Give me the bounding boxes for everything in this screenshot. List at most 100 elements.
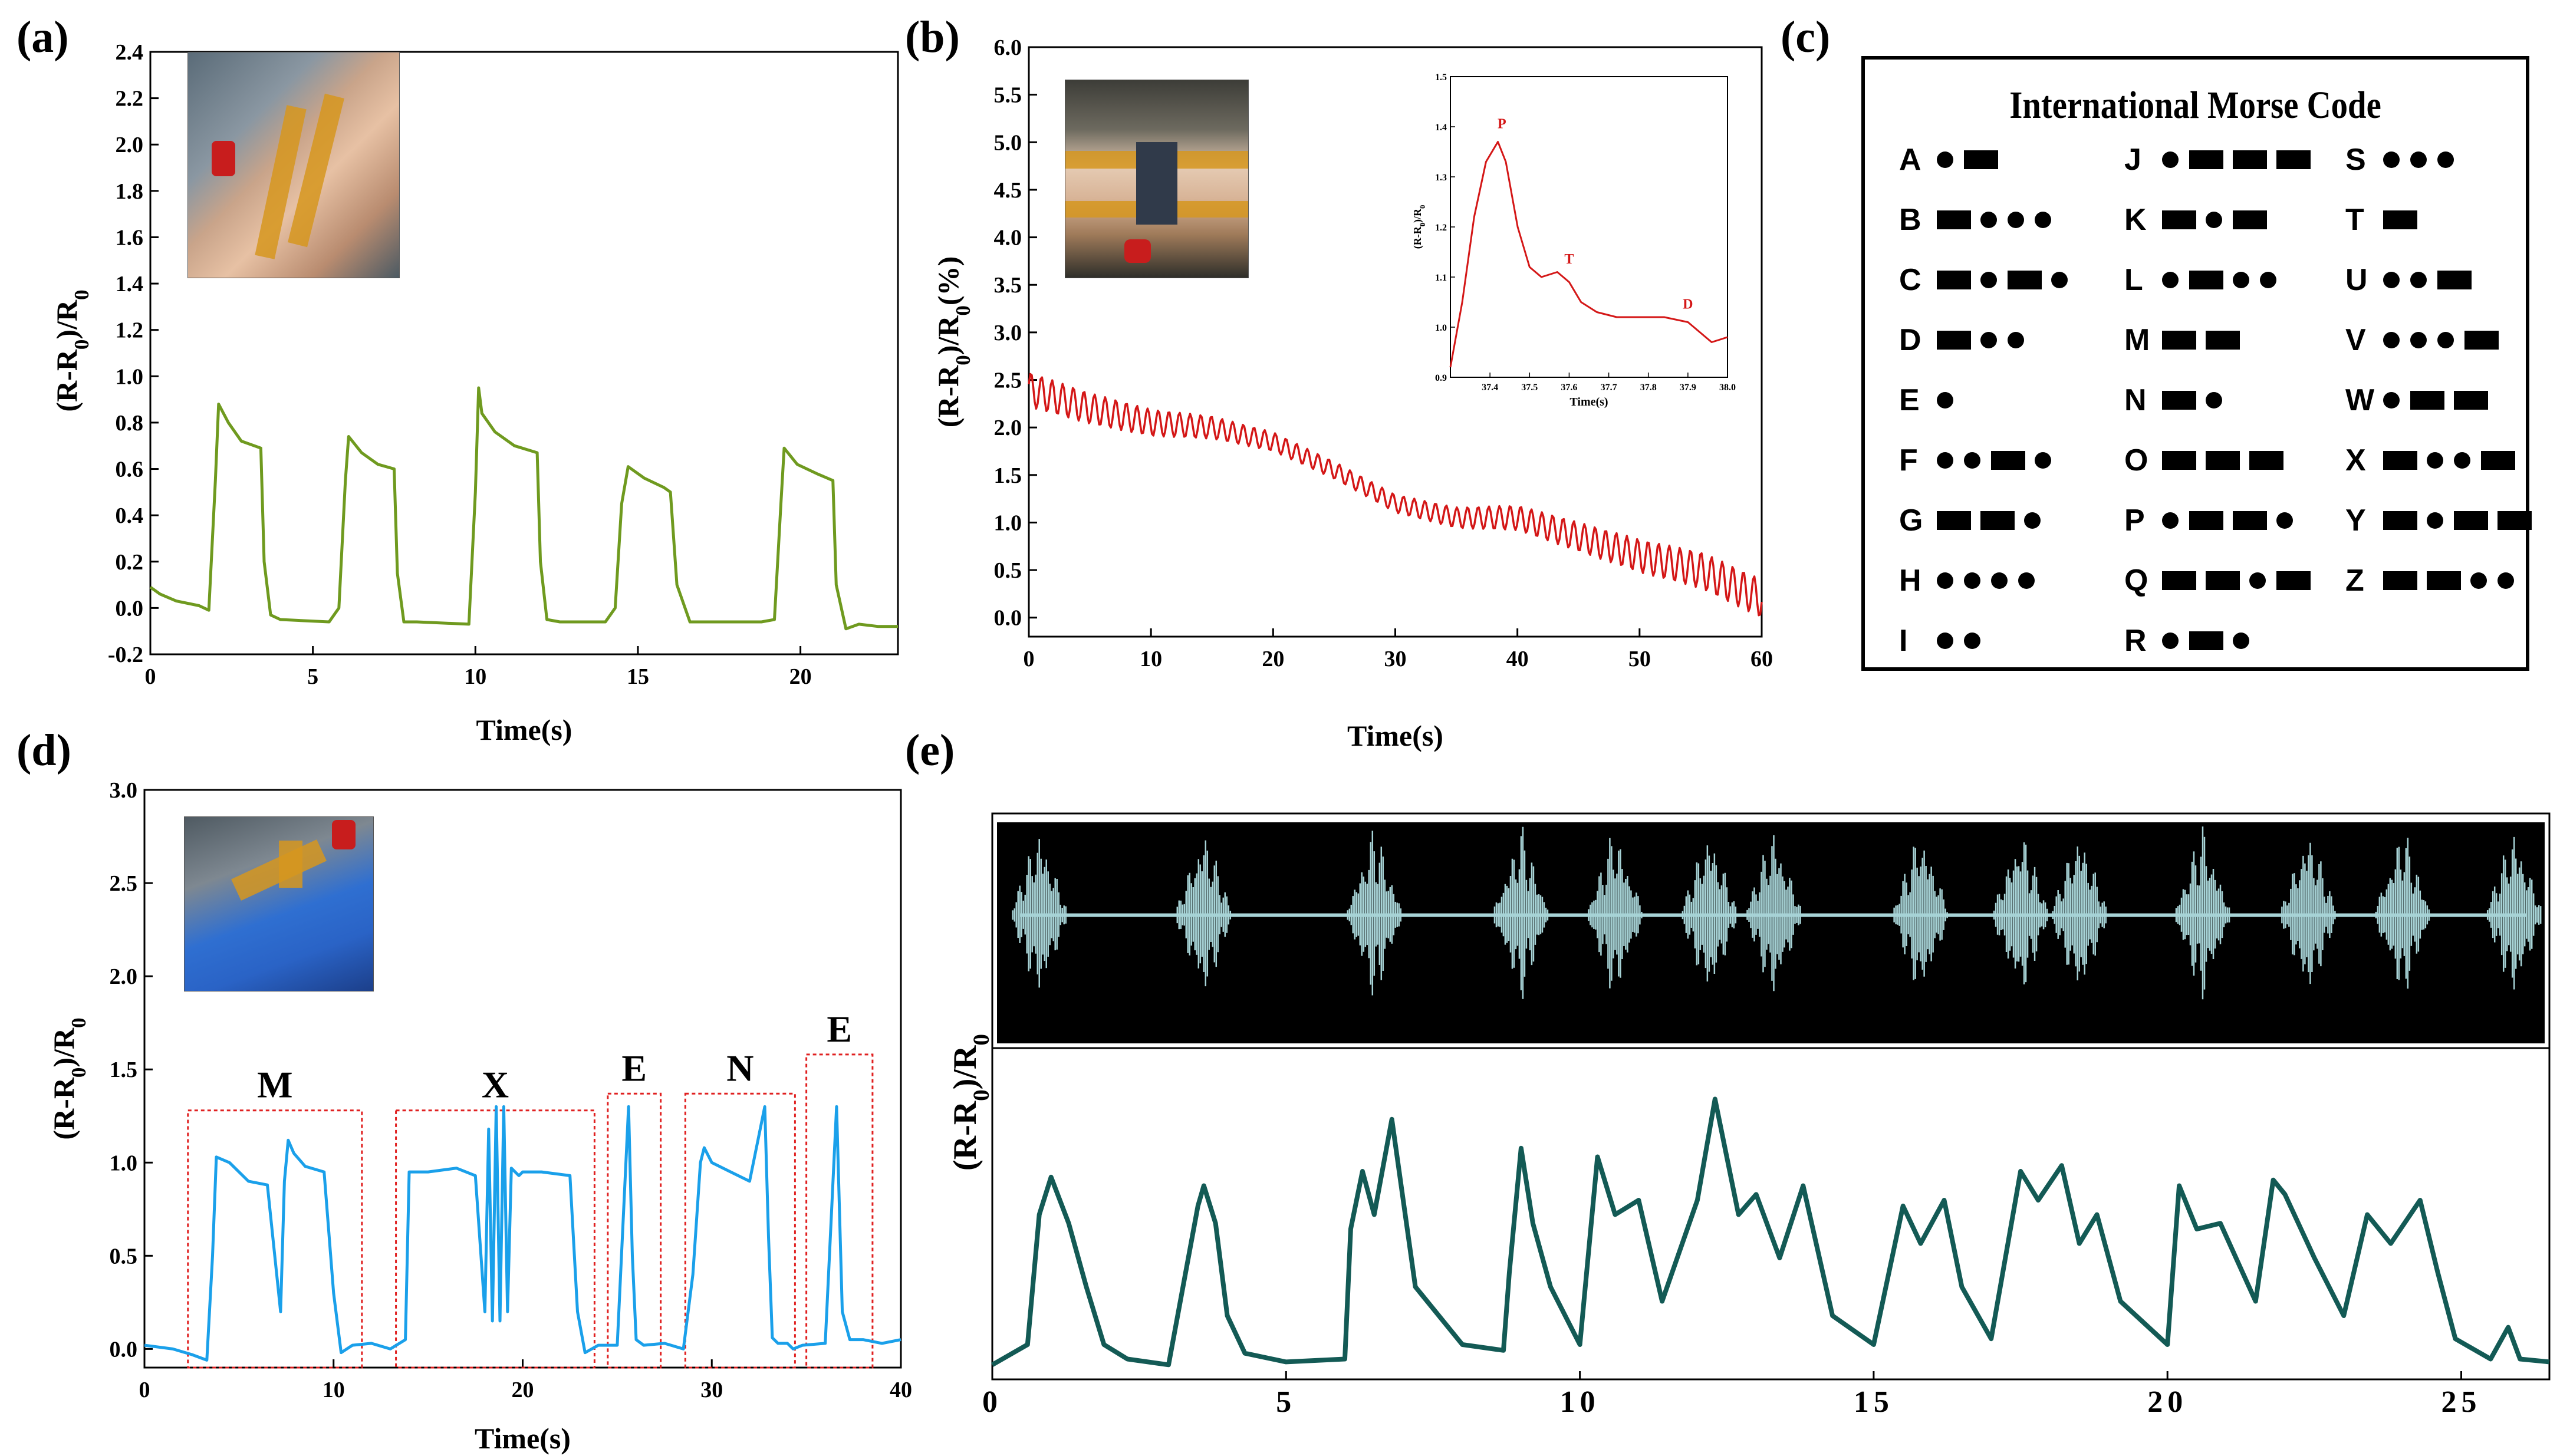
morse-dot <box>2035 212 2051 228</box>
morse-dot <box>2162 633 2179 649</box>
morse-letter: U <box>2345 263 2368 297</box>
chart-a-ytick-label: 2.2 <box>116 87 144 111</box>
morse-letter: T <box>2345 203 2364 237</box>
inset-xtick-label: 37.5 <box>1521 383 1538 393</box>
chart-d-ytick-label: 0.5 <box>110 1244 138 1269</box>
chart-a-ytick-label: 2.4 <box>116 40 144 65</box>
morse-row-h: H <box>1899 563 2043 598</box>
inset-ylabel: (R-R0)/R0 <box>1411 205 1427 249</box>
morse-letter: M <box>2124 323 2150 357</box>
wrist-sensor-photo <box>1065 80 1249 278</box>
morse-row-e: E <box>1899 383 1962 418</box>
morse-dash <box>2427 571 2461 590</box>
morse-dot <box>2035 452 2051 469</box>
morse-dash <box>1937 271 1971 289</box>
morse-letter: R <box>2124 624 2147 658</box>
morse-dot <box>2249 572 2266 589</box>
chart-a-series <box>149 386 898 631</box>
chart-e-ylabel: (R-R0)/R0 <box>947 1034 994 1171</box>
morse-letter: A <box>1899 143 1921 177</box>
morse-dash <box>2249 451 2283 470</box>
panel-label-e: (e) <box>905 726 955 775</box>
chart-d-box-n <box>684 1092 796 1369</box>
morse-dot <box>1980 332 1997 348</box>
inset-frame <box>1450 76 1728 378</box>
panel-label-d: (d) <box>17 726 71 775</box>
morse-row-g: G <box>1899 503 2049 538</box>
morse-dot <box>2162 272 2179 288</box>
morse-dash <box>2276 150 2311 169</box>
morse-dot <box>1964 572 1980 589</box>
morse-dot <box>2206 392 2222 409</box>
chart-a-ytick-label: 0.4 <box>116 503 144 528</box>
inset-xlabel: Time(s) <box>1569 396 1608 409</box>
morse-letter: B <box>1899 203 1921 237</box>
inset-xtick-label: 37.4 <box>1482 383 1498 393</box>
chart-a-ytick-label: -0.2 <box>108 643 143 667</box>
morse-dash <box>2189 150 2223 169</box>
morse-row-a: A <box>1899 142 2005 177</box>
morse-dash <box>2206 331 2240 350</box>
chart-b-xlabel: Time(s) <box>1347 719 1443 752</box>
finger-sensor-photo <box>184 816 374 991</box>
chart-d-letter-x: X <box>482 1064 509 1106</box>
chart-a-xlabel: Time(s) <box>476 713 572 746</box>
chart-b-ytick-label: 3.5 <box>994 273 1022 298</box>
chart-b-ytick-label: 4.0 <box>994 226 1022 251</box>
morse-row-j: J <box>2124 142 2318 177</box>
morse-dot <box>2276 512 2293 529</box>
morse-dash <box>2454 391 2488 410</box>
morse-dot <box>1991 572 2008 589</box>
chart-b-ytick-label: 5.5 <box>994 83 1022 108</box>
morse-dot <box>1964 452 1980 469</box>
chart-d-xtick-label: 0 <box>139 1378 150 1402</box>
chart-a-frame <box>149 51 899 655</box>
chart-b-xtick-label: 50 <box>1628 647 1651 671</box>
morse-dot <box>2233 633 2249 649</box>
morse-row-v: V <box>2345 322 2506 358</box>
chart-a-ytick-label: 2.0 <box>116 133 144 157</box>
morse-dash <box>2383 511 2417 530</box>
morse-row-i: I <box>1899 623 1989 658</box>
morse-row-o: O <box>2124 443 2291 478</box>
chart-b-ytick-label: 6.0 <box>994 35 1022 60</box>
morse-dot <box>2410 332 2427 348</box>
chart-e-xtick-label: 25 <box>2441 1385 2482 1419</box>
chart-d: 0.0 0.5 1.0 1.5 2.0 2.5 3.0 0 10 20 30 40 M X E N E Time(… <box>47 778 912 1455</box>
chart-a-ytick-label: 0.2 <box>116 550 144 575</box>
morse-dash <box>2410 391 2444 410</box>
morse-dot <box>1980 212 1997 228</box>
morse-dash <box>2189 511 2223 530</box>
morse-letter: K <box>2124 203 2147 237</box>
morse-row-t: T <box>2345 202 2424 238</box>
panel-label-a: (a) <box>17 12 69 62</box>
chart-d-ytick-label: 2.0 <box>110 964 138 989</box>
chart-d-letter-m: M <box>257 1064 292 1106</box>
morse-dash <box>2008 271 2042 289</box>
inset-ytick-label: 1.5 <box>1435 73 1447 83</box>
inset-ytick-label: 0.9 <box>1435 373 1447 383</box>
inset-annotation-p: P <box>1498 117 1506 132</box>
morse-dash <box>2206 451 2240 470</box>
morse-dot <box>2206 212 2222 228</box>
chart-a-xtick-label: 0 <box>145 664 156 689</box>
morse-dot <box>2008 332 2024 348</box>
morse-dot <box>2162 512 2179 529</box>
chart-d-xtick-label: 40 <box>890 1378 912 1402</box>
morse-dot <box>1937 572 1953 589</box>
inset-xtick-label: 37.8 <box>1640 383 1657 393</box>
chart-b-xtick-label: 20 <box>1262 647 1284 671</box>
chart-a-ytick-label: 1.6 <box>116 225 144 250</box>
morse-letter: J <box>2124 143 2141 177</box>
chart-b-xtick-label: 60 <box>1750 647 1773 671</box>
chart-a-ytick-label: 0.0 <box>116 596 144 621</box>
morse-row-m: M <box>2124 322 2247 358</box>
morse-dash <box>2464 331 2499 350</box>
chart-a-xtick-label: 10 <box>464 664 486 689</box>
chart-b-xtick-label: 30 <box>1384 647 1407 671</box>
morse-letter: W <box>2345 383 2375 417</box>
chart-d-letter-n: N <box>726 1047 753 1089</box>
morse-dash <box>2437 271 2472 289</box>
inset-annotation-d: D <box>1683 297 1693 312</box>
morse-row-x: X <box>2345 443 2522 478</box>
